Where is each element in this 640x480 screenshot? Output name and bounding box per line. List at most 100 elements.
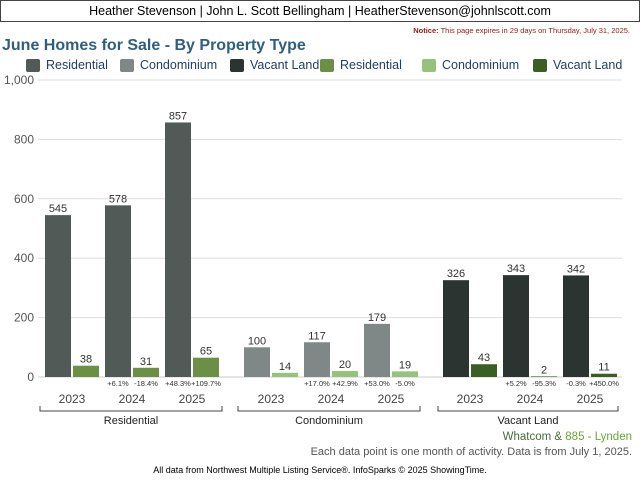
bar-chart: 0 200 400 600 800 1,000 545 38 2023 578 31 +6.1% -18… <box>4 74 622 427</box>
bar-value-label: 343 <box>507 263 525 275</box>
group-label: Residential <box>104 415 158 427</box>
bar-secondary <box>332 371 358 377</box>
data-source: All data from Northwest Multiple Listing… <box>153 465 487 475</box>
change-label: -18.4% <box>134 379 158 388</box>
legend-swatch <box>422 58 436 72</box>
y-tick-label: 0 <box>27 370 34 384</box>
change-label: -95.3% <box>532 379 556 388</box>
bar-secondary <box>73 365 99 377</box>
bar-primary <box>503 275 529 377</box>
change-label: +450.0% <box>589 379 619 388</box>
bar-secondary <box>133 367 159 377</box>
bar-value-label: 65 <box>200 346 212 358</box>
bar-value-label: 11 <box>598 362 609 374</box>
legend-label: Vacant Land <box>553 58 623 72</box>
region-label: Whatcom & <box>502 431 563 443</box>
bar-primary <box>165 122 191 377</box>
group-bracket <box>237 406 421 412</box>
data-note: Each data point is one month of activity… <box>310 446 632 458</box>
legend-item[interactable]: Residential <box>320 56 402 74</box>
legend-item[interactable]: Condominium <box>120 56 217 74</box>
bar-value-label: 14 <box>279 361 291 373</box>
agent-header-bar: Heather Stevenson | John L. Scott Bellin… <box>0 0 640 22</box>
bar-secondary <box>272 372 298 377</box>
bar-value-label: 578 <box>109 193 127 205</box>
notice-label: Notice: <box>413 26 439 35</box>
bar-value-label: 20 <box>339 359 351 371</box>
legend-swatch <box>26 58 40 72</box>
bar-primary <box>364 323 390 377</box>
bar-value-label: 342 <box>567 263 585 275</box>
bar-primary <box>105 205 131 377</box>
agent-line: Heather Stevenson | John L. Scott Bellin… <box>89 4 551 18</box>
y-tick-label: 400 <box>14 251 34 265</box>
bar-primary <box>304 342 330 377</box>
bar-primary <box>443 280 469 377</box>
bar-value-label: 38 <box>80 354 92 366</box>
bar-primary <box>244 347 270 377</box>
legend-item[interactable]: Vacant Land <box>230 56 319 74</box>
bar-value-label: 179 <box>368 312 386 324</box>
x-tick-label: 2023 <box>59 392 86 406</box>
x-tick-label: 2025 <box>378 392 405 406</box>
group-label: Condominium <box>295 415 363 427</box>
y-tick-label: 200 <box>14 311 34 325</box>
region-count: 885 - Lynden <box>565 431 632 443</box>
region-filter[interactable]: Whatcom & 885 - Lynden <box>503 431 632 443</box>
legend-item[interactable]: Vacant Land <box>533 56 622 74</box>
group-bracket <box>39 406 223 412</box>
change-label: +48.3% <box>165 379 191 388</box>
bar-value-label: 100 <box>248 335 266 347</box>
legend-item[interactable]: Condominium <box>422 56 519 74</box>
legend-label: Vacant Land <box>250 58 320 72</box>
x-tick-label: 2024 <box>517 392 544 406</box>
change-label: +109.7% <box>191 379 221 388</box>
y-tick-label: 1,000 <box>4 74 34 87</box>
bar-secondary <box>193 357 219 377</box>
change-label: +5.2% <box>505 379 527 388</box>
x-tick-label: 2023 <box>457 392 484 406</box>
x-tick-label: 2025 <box>577 392 604 406</box>
bar-primary <box>563 275 589 377</box>
change-label: -0.3% <box>566 379 586 388</box>
legend-label: Condominium <box>442 58 520 72</box>
group-label: Vacant Land <box>498 415 559 427</box>
y-tick-label: 600 <box>14 192 34 206</box>
notice-text: This page expires in 29 days on Thursday… <box>440 26 630 35</box>
legend-label: Residential <box>340 58 402 72</box>
legend-swatch <box>320 58 334 72</box>
group-bracket <box>437 406 619 412</box>
x-tick-label: 2025 <box>179 392 206 406</box>
bar-secondary <box>471 364 497 377</box>
change-label: +6.1% <box>107 379 129 388</box>
bar-secondary <box>531 376 557 377</box>
bar-value-label: 2 <box>541 364 547 376</box>
change-label: -5.0% <box>395 379 415 388</box>
bar-secondary <box>591 373 617 377</box>
bar-value-label: 19 <box>399 359 411 371</box>
x-tick-label: 2024 <box>119 392 146 406</box>
bar-secondary <box>392 371 418 377</box>
x-tick-label: 2023 <box>258 392 285 406</box>
bar-value-label: 117 <box>308 330 326 342</box>
bar-value-label: 545 <box>49 203 67 215</box>
legend-swatch <box>120 58 134 72</box>
x-tick-label: 2024 <box>318 392 345 406</box>
legend-swatch <box>230 58 244 72</box>
legend-label: Residential <box>46 58 108 72</box>
legend-swatch <box>533 58 547 72</box>
bar-primary <box>45 215 71 377</box>
y-tick-label: 800 <box>14 132 34 146</box>
bar-value-label: 31 <box>140 356 152 368</box>
expiry-notice: Notice: This page expires in 29 days on … <box>413 26 630 35</box>
chart-title: June Homes for Sale - By Property Type <box>2 37 306 54</box>
chart-legend: Residential Condominium Vacant Land Residen… <box>0 56 640 74</box>
bar-value-label: 43 <box>478 352 490 364</box>
change-label: +53.0% <box>364 379 390 388</box>
bar-value-label: 857 <box>169 110 187 122</box>
legend-item[interactable]: Residential <box>26 56 108 74</box>
change-label: +42.9% <box>332 379 358 388</box>
change-label: +17.0% <box>304 379 330 388</box>
legend-label: Condominium <box>140 58 218 72</box>
bar-value-label: 326 <box>447 268 465 280</box>
